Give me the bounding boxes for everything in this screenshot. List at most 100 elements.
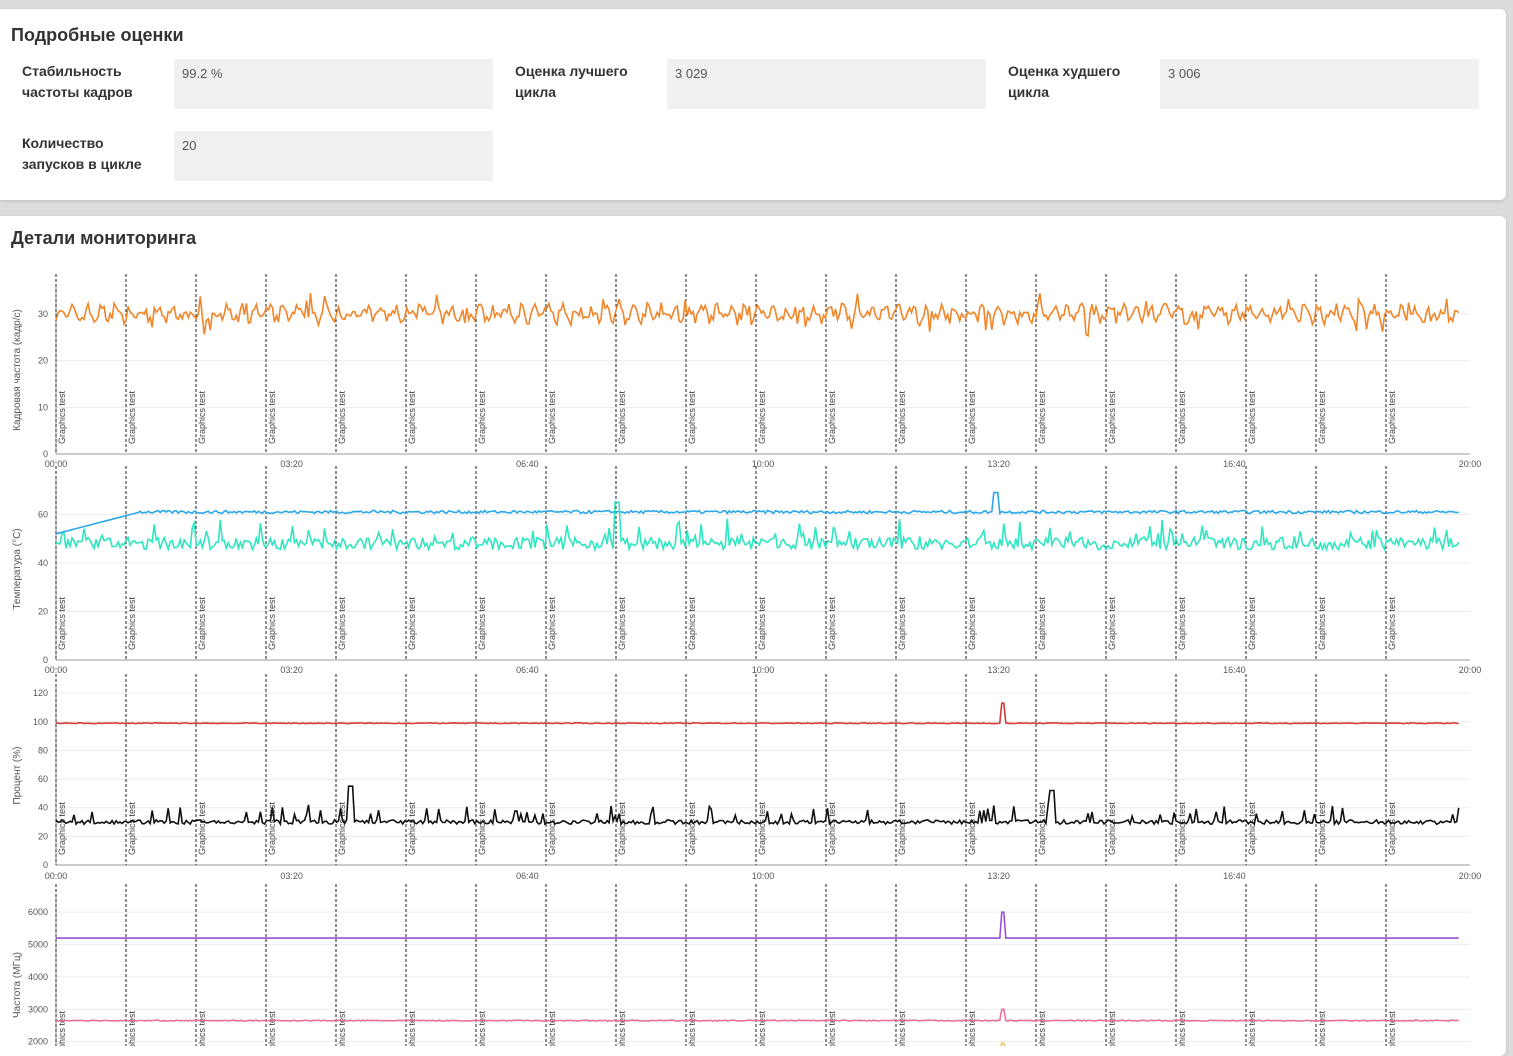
test-marker-label: Graphics test — [1317, 1010, 1327, 1046]
x-tick-label: 16:40 — [1223, 871, 1246, 881]
test-marker-label: Graphics test — [547, 1010, 557, 1046]
best-loop-value: 3 029 — [667, 59, 986, 109]
x-tick-label: 10:00 — [752, 665, 775, 675]
test-marker-label: Graphics test — [267, 596, 277, 650]
test-marker-label: Graphics test — [687, 801, 697, 855]
series-line — [55, 785, 1460, 827]
test-marker-label: Graphics test — [1247, 1010, 1257, 1046]
x-tick-label: 13:20 — [987, 459, 1010, 469]
x-tick-label: 03:20 — [280, 871, 303, 881]
test-marker-label: Graphics test — [1037, 1010, 1047, 1046]
test-marker-label: Graphics test — [407, 801, 417, 855]
monitoring-charts: 0 10 20 30 Кадровая частота (кадр/с) 00:00 03:… — [12, 274, 1482, 1046]
test-marker-label: Graphics test — [617, 390, 627, 444]
y-tick-label: 0 — [43, 860, 48, 870]
y-tick-label: 60 — [38, 774, 48, 784]
x-tick-label: 03:20 — [280, 665, 303, 675]
test-marker-label: Graphics test — [57, 390, 67, 444]
x-tick-label: 13:20 — [987, 871, 1010, 881]
y-axis-label: Температура (°C) — [12, 528, 23, 609]
y-tick-label: 4000 — [28, 972, 48, 982]
y-tick-label: 3000 — [28, 1004, 48, 1014]
y-tick-label: 100 — [33, 717, 48, 727]
test-marker-label: Graphics test — [407, 1010, 417, 1046]
y-tick-label: 5000 — [28, 940, 48, 950]
test-marker-label: Graphics test — [267, 801, 277, 855]
test-marker-label: Graphics test — [547, 801, 557, 855]
series-line — [55, 702, 1459, 725]
y-axis-label: Процент (%) — [12, 747, 23, 805]
test-marker-label: Graphics test — [1037, 390, 1047, 444]
x-tick-label: 16:40 — [1223, 459, 1246, 469]
best-loop-label: Оценка лучшего цикла — [515, 63, 628, 100]
y-tick-label: 60 — [38, 509, 48, 519]
test-marker-label: Graphics test — [617, 1010, 627, 1046]
y-tick-label: 20 — [38, 356, 48, 366]
test-marker-label: Graphics test — [1177, 390, 1187, 444]
worst-loop-value: 3 006 — [1160, 59, 1479, 109]
test-marker-label: Graphics test — [477, 596, 487, 650]
test-marker-label: Graphics test — [1247, 596, 1257, 650]
y-tick-label: 40 — [38, 803, 48, 813]
test-marker-label: Graphics test — [267, 1010, 277, 1046]
test-marker-label: Graphics test — [687, 390, 697, 444]
detailed-scores-title: Подробные оценки — [11, 25, 184, 45]
test-marker-label: Graphics test — [897, 801, 907, 855]
test-marker-label: Graphics test — [617, 596, 627, 650]
test-marker-label: Graphics test — [1317, 390, 1327, 444]
test-marker-label: Graphics test — [687, 1010, 697, 1046]
test-marker-label: Graphics test — [1387, 596, 1397, 650]
detailed-scores-panel: Подробные оценки Стабильность частоты ка… — [0, 9, 1506, 200]
test-marker-label: Graphics test — [1177, 1010, 1187, 1046]
x-tick-label: 00:00 — [45, 871, 68, 881]
test-marker-label: Graphics test — [1387, 801, 1397, 855]
y-tick-label: 40 — [38, 558, 48, 568]
y-tick-label: 0 — [43, 655, 48, 665]
x-tick-label: 06:40 — [516, 665, 539, 675]
test-marker-label: Graphics test — [757, 801, 767, 855]
loop-runs-label: Количество запусков в цикле — [22, 135, 142, 172]
test-marker-label: Graphics test — [1177, 801, 1187, 855]
test-marker-label: Graphics test — [1107, 1010, 1117, 1046]
x-tick-label: 20:00 — [1459, 871, 1482, 881]
test-marker-label: Graphics test — [687, 596, 697, 650]
test-marker-label: Graphics test — [337, 801, 347, 855]
x-tick-label: 10:00 — [752, 459, 775, 469]
test-marker-label: Graphics test — [267, 390, 277, 444]
test-marker-label: Graphics test — [1037, 801, 1047, 855]
x-tick-label: 00:00 — [45, 459, 68, 469]
test-marker-label: Graphics test — [1317, 596, 1327, 650]
y-tick-label: 30 — [38, 309, 48, 319]
x-tick-label: 16:40 — [1223, 665, 1246, 675]
test-marker-label: Graphics test — [57, 1010, 67, 1046]
worst-loop-label: Оценка худшего цикла — [1008, 63, 1121, 100]
test-marker-label: Graphics test — [1247, 390, 1257, 444]
test-marker-label: Graphics test — [967, 1010, 977, 1046]
test-marker-label: Graphics test — [897, 1010, 907, 1046]
x-tick-label: 10:00 — [752, 871, 775, 881]
series-line — [56, 911, 1459, 939]
x-tick-label: 20:00 — [1459, 459, 1482, 469]
loop-runs-value: 20 — [174, 131, 493, 181]
y-tick-label: 120 — [33, 688, 48, 698]
test-marker-label: Graphics test — [827, 801, 837, 855]
x-tick-label: 06:40 — [516, 871, 539, 881]
test-marker-label: Graphics test — [1177, 596, 1187, 650]
test-marker-label: Graphics test — [757, 390, 767, 444]
test-marker-label: Graphics test — [407, 390, 417, 444]
test-marker-label: Graphics test — [477, 801, 487, 855]
test-marker-label: Graphics test — [897, 596, 907, 650]
test-marker-label: Graphics test — [1247, 801, 1257, 855]
y-tick-label: 6000 — [28, 907, 48, 917]
y-tick-label: 2000 — [28, 1037, 48, 1046]
x-tick-label: 06:40 — [516, 459, 539, 469]
test-marker-label: Graphics test — [967, 390, 977, 444]
test-marker-label: Graphics test — [757, 596, 767, 650]
monitoring-details-panel: Детали мониторинга 0 10 20 30 Кадровая часто… — [0, 216, 1506, 1056]
test-marker-label: Graphics test — [197, 596, 207, 650]
test-marker-label: Graphics test — [57, 596, 67, 650]
x-tick-label: 13:20 — [987, 665, 1010, 675]
test-marker-label: Graphics test — [547, 596, 557, 650]
y-tick-label: 10 — [38, 402, 48, 412]
test-marker-label: Graphics test — [967, 596, 977, 650]
